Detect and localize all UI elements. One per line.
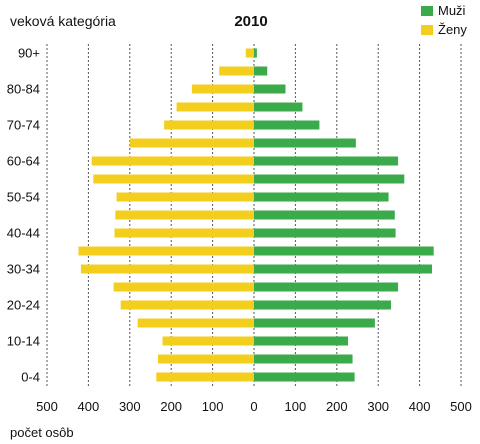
bar-female — [157, 354, 254, 364]
bar-male — [254, 372, 355, 382]
chart-title: 2010 — [234, 13, 267, 30]
bar-female — [176, 102, 254, 112]
x-tick-label: 100 — [202, 399, 224, 414]
bar-female — [219, 66, 254, 76]
bar-male — [254, 66, 268, 76]
x-axis-title: počet osôb — [10, 425, 74, 440]
bar-female — [137, 318, 254, 328]
y-tick-label: 40-44 — [7, 226, 40, 241]
x-tick-label: 200 — [160, 399, 182, 414]
bar-male — [254, 228, 396, 238]
bar-female — [120, 300, 254, 310]
y-tick-label: 80-84 — [7, 82, 40, 97]
bar-female — [164, 120, 254, 130]
bar-female — [91, 156, 254, 166]
legend: Muži Ženy — [421, 3, 467, 37]
y-tick-label: 50-54 — [7, 190, 40, 205]
y-tick-label: 60-64 — [7, 154, 40, 169]
y-tick-label: 70-74 — [7, 118, 40, 133]
bar-male — [254, 318, 375, 328]
legend-swatch-male — [421, 6, 433, 16]
x-tick-label: 300 — [367, 399, 389, 414]
bar-male — [254, 300, 392, 310]
x-tick-label: 500 — [36, 399, 58, 414]
x-tick-label: 100 — [285, 399, 307, 414]
grid-lines — [46, 44, 462, 386]
bar-female — [129, 138, 254, 148]
bar-male — [254, 336, 348, 346]
y-tick-label: 30-34 — [7, 262, 40, 277]
y-tick-label: 20-24 — [7, 298, 40, 313]
x-tick-label: 400 — [409, 399, 431, 414]
bar-female — [245, 48, 254, 58]
x-tick-label: 300 — [119, 399, 141, 414]
axes: 500 400 300 200 100 0 100 200 300 400 500 0-4 10-14 2… — [7, 46, 472, 415]
bar-female — [156, 372, 254, 382]
bars — [78, 48, 434, 382]
bar-male — [254, 102, 303, 112]
bar-female — [78, 246, 255, 256]
bar-male — [254, 174, 405, 184]
legend-label-male: Muži — [438, 3, 466, 18]
x-tick-label: 200 — [326, 399, 348, 414]
bar-female — [191, 84, 254, 94]
bar-female — [93, 174, 254, 184]
bar-male — [254, 192, 389, 202]
x-tick-label: 400 — [78, 399, 100, 414]
bar-male — [254, 48, 257, 58]
bar-male — [254, 354, 353, 364]
bar-female — [80, 264, 254, 274]
bar-male — [254, 246, 434, 256]
bar-male — [254, 84, 286, 94]
bar-female — [114, 228, 255, 238]
bar-male — [254, 210, 395, 220]
bar-female — [116, 192, 254, 202]
bar-male — [254, 282, 399, 292]
x-tick-label: 0 — [250, 399, 257, 414]
y-tick-label: 10-14 — [7, 334, 40, 349]
bar-female — [115, 210, 254, 220]
bar-female — [162, 336, 254, 346]
bar-male — [254, 138, 356, 148]
bar-male — [254, 264, 433, 274]
x-tick-label: 500 — [450, 399, 472, 414]
bar-male — [254, 156, 399, 166]
bar-female — [113, 282, 255, 292]
legend-label-female: Ženy — [438, 22, 467, 37]
y-axis-title: veková kategória — [10, 13, 116, 29]
y-tick-label: 90+ — [18, 46, 40, 61]
y-tick-label: 0-4 — [21, 370, 40, 385]
legend-swatch-female — [421, 25, 433, 35]
bar-male — [254, 120, 320, 130]
